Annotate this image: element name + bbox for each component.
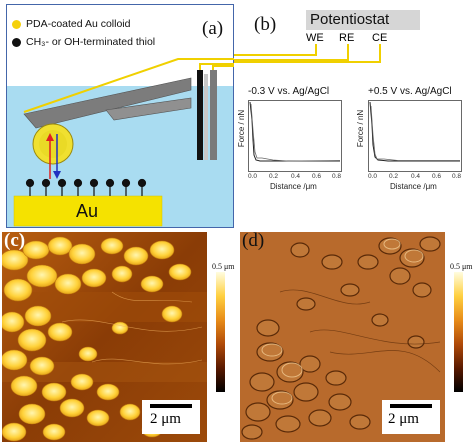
thiol-layer (25, 178, 147, 196)
afm-height-image (2, 232, 207, 442)
panel-d: 2 μm (d) 0.5 μm (236, 230, 474, 445)
panel-b: (b) Potentiostat WE RE CE -0.3 V vs. Ag/… (234, 0, 474, 228)
potentiostat-box (306, 10, 420, 30)
plot2-xticks: 0.0 0.2 0.4 0.6 0.8 (368, 173, 462, 183)
plot2-xlabel: Distance /μm (390, 182, 437, 191)
panel-c: 2 μm (c) 0.5 μm (0, 230, 236, 445)
panel-b-label: (b) (254, 14, 277, 35)
electrode-ce-label: CE (372, 32, 388, 44)
panel-a-label: (a) (202, 18, 224, 39)
panel-c-colorbar-label: 0.5 μm (212, 262, 235, 271)
xtick-label: 0.2 (269, 173, 279, 180)
force-curve-plot-1 (248, 100, 342, 172)
legend-label-colloid: PDA-coated Au colloid (26, 18, 131, 30)
xtick-label: 0.4 (291, 173, 301, 180)
plot2-ylabel: Force / nN (356, 109, 366, 148)
au-substrate-label: Au (76, 201, 99, 221)
au-substrate (13, 195, 163, 227)
panel-d-scale-label: 2 μm (388, 411, 419, 427)
reference-electrode (197, 70, 203, 160)
plot1-ylabel: Force / nN (237, 109, 247, 148)
electrode-wires (234, 44, 381, 63)
plot1-xlabel: Distance /μm (270, 182, 317, 191)
cantilever (23, 77, 192, 129)
xtick-label: 0.4 (411, 173, 421, 180)
panel-c-label: (c) (4, 230, 26, 251)
xtick-label: 0.8 (332, 173, 342, 180)
panel-d-label: (d) (242, 230, 265, 251)
afm-phase-image (240, 232, 445, 442)
legend-label-thiol: CH₃- or OH-terminated thiol (26, 36, 156, 48)
panel-a-schematic (6, 4, 234, 228)
yellow-dot-icon (12, 20, 21, 29)
colorbar-c (216, 272, 225, 392)
plot2-title: +0.5 V vs. Ag/AgCl (368, 86, 452, 97)
xtick-label: 0.2 (389, 173, 399, 180)
xtick-label: 0.6 (312, 173, 322, 180)
xtick-label: 0.6 (432, 173, 442, 180)
panel-a: PDA-coated Au colloid CH₃- or OH-termina… (6, 4, 234, 228)
scale-bar (390, 404, 432, 408)
black-dot-icon (12, 38, 21, 47)
plot1-title: -0.3 V vs. Ag/AgCl (248, 86, 330, 97)
xtick-label: 0.8 (452, 173, 462, 180)
xtick-label: 0.0 (248, 173, 258, 180)
panel-c-scale-label: 2 μm (150, 411, 181, 427)
potentiostat-label: Potentiostat (310, 11, 390, 28)
electrode-we-label: WE (306, 32, 324, 44)
scale-bar (150, 404, 192, 408)
force-curve-plot-2 (368, 100, 462, 172)
plot1-xticks: 0.0 0.2 0.4 0.6 0.8 (248, 173, 342, 183)
colorbar-d (454, 272, 463, 392)
panel-d-colorbar-label: 0.5 μm (450, 262, 473, 271)
xtick-label: 0.0 (368, 173, 378, 180)
counter-electrode (210, 70, 217, 160)
electrode-re-label: RE (339, 32, 355, 44)
